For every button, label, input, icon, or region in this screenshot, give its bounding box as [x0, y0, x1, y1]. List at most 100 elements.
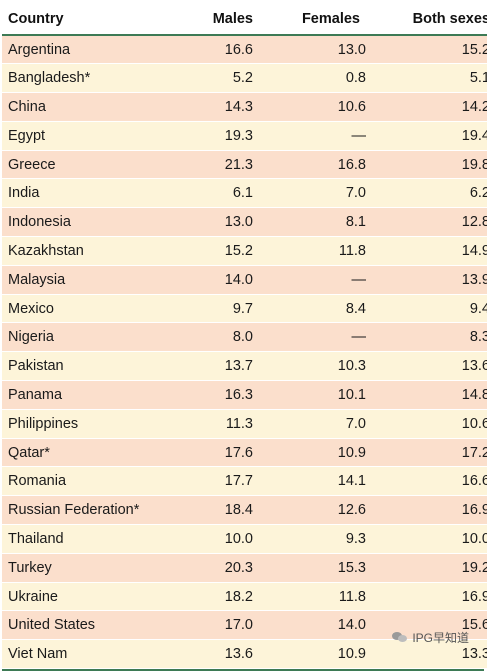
cell-males: 17.7 [158, 466, 259, 497]
header-row: Country Males Females Both sexes [2, 4, 487, 36]
cell-males: 16.6 [158, 35, 259, 65]
data-table-container: Country Males Females Both sexes Argenti… [2, 4, 487, 671]
cell-country: Indonesia [2, 207, 158, 238]
cell-country: Malaysia [2, 265, 158, 295]
cell-both-sexes: 14.8 [372, 380, 487, 410]
cell-females: 8.1 [259, 207, 372, 238]
table-row: Bangladesh* 5.2 0.8 5.1 [2, 63, 487, 94]
cell-males: 20.3 [158, 553, 259, 583]
cell-country: Egypt [2, 121, 158, 151]
table-row: Turkey 20.3 15.3 19.2 [2, 553, 487, 583]
cell-country: Pakistan [2, 351, 158, 382]
cell-females: 11.8 [259, 236, 372, 266]
cell-both-sexes: 15.6 [372, 610, 487, 641]
header-country: Country [2, 4, 158, 36]
table-row: Ukraine 18.2 11.8 16.9 [2, 582, 487, 612]
cell-females: 11.8 [259, 582, 372, 612]
cell-females: 10.3 [259, 351, 372, 382]
cell-females: 7.0 [259, 178, 372, 209]
cell-males: 16.3 [158, 380, 259, 410]
table-row: Viet Nam 13.6 10.9 13.3 [2, 639, 487, 670]
cell-both-sexes: 16.9 [372, 495, 487, 526]
cell-country: Kazakhstan [2, 236, 158, 266]
cell-country: Turkey [2, 553, 158, 583]
cell-females: 8.4 [259, 294, 372, 324]
cell-country: India [2, 178, 158, 209]
cell-country: Bangladesh* [2, 63, 158, 94]
cell-males: 10.0 [158, 524, 259, 554]
table-header: Country Males Females Both sexes [2, 4, 487, 36]
cell-females: 10.9 [259, 438, 372, 468]
cell-both-sexes: 6.2 [372, 178, 487, 209]
table-row: Romania 17.7 14.1 16.6 [2, 466, 487, 497]
cell-country: Argentina [2, 35, 158, 65]
cell-males: 5.2 [158, 63, 259, 94]
cell-country: Ukraine [2, 582, 158, 612]
cell-females: 12.6 [259, 495, 372, 526]
cell-females: 10.1 [259, 380, 372, 410]
cell-country: United States [2, 610, 158, 641]
table-row: Egypt 19.3—19.4 [2, 121, 487, 151]
cell-females: 9.3 [259, 524, 372, 554]
table-row: Philippines 11.3 7.0 10.6 [2, 409, 487, 439]
cell-country: Romania [2, 466, 158, 497]
cell-females: 10.6 [259, 92, 372, 122]
table-row: Argentina 16.6 13.0 15.2 [2, 35, 487, 65]
cell-both-sexes: 13.3 [372, 639, 487, 670]
cell-both-sexes: 17.2 [372, 438, 487, 468]
table-row: Nigeria 8.0—8.3 [2, 322, 487, 353]
cell-females: 13.0 [259, 35, 372, 65]
cell-both-sexes: 16.9 [372, 582, 487, 612]
cell-females: 0.8 [259, 63, 372, 94]
table-row: Mexico 9.7 8.4 9.4 [2, 294, 487, 324]
table-row: India 6.1 7.0 6.2 [2, 178, 487, 209]
cell-females: — [259, 322, 372, 353]
header-females: Females [259, 4, 372, 36]
table-body: Argentina 16.6 13.0 15.2 Bangladesh* 5.2 0.8 5.… [2, 35, 487, 670]
cell-males: 19.3 [158, 121, 259, 151]
cell-country: Greece [2, 150, 158, 180]
wechat-icon [392, 631, 408, 644]
cell-males: 9.7 [158, 294, 259, 324]
cell-females: 7.0 [259, 409, 372, 439]
table-row: United States 17.0 14.0 15.6 [2, 610, 487, 641]
cell-both-sexes: 13.9 [372, 265, 487, 295]
data-table: Country Males Females Both sexes Argenti… [2, 4, 487, 670]
cell-country: Russian Federation* [2, 495, 158, 526]
cell-males: 17.0 [158, 610, 259, 641]
cell-males: 13.7 [158, 351, 259, 382]
cell-females: — [259, 121, 372, 151]
cell-country: Nigeria [2, 322, 158, 353]
header-both-sexes: Both sexes [372, 4, 487, 36]
cell-females: 16.8 [259, 150, 372, 180]
cell-both-sexes: 19.4 [372, 121, 487, 151]
cell-males: 15.2 [158, 236, 259, 266]
cell-both-sexes: 16.6 [372, 466, 487, 497]
cell-country: Qatar* [2, 438, 158, 468]
cell-males: 11.3 [158, 409, 259, 439]
cell-males: 13.0 [158, 207, 259, 238]
cell-females: 15.3 [259, 553, 372, 583]
cell-males: 13.6 [158, 639, 259, 670]
cell-both-sexes: 12.8 [372, 207, 487, 238]
cell-both-sexes: 10.0 [372, 524, 487, 554]
cell-both-sexes: 14.2 [372, 92, 487, 122]
cell-both-sexes: 15.2 [372, 35, 487, 65]
cell-both-sexes: 19.8 [372, 150, 487, 180]
cell-males: 14.0 [158, 265, 259, 295]
cell-country: Panama [2, 380, 158, 410]
cell-country: Mexico [2, 294, 158, 324]
watermark: IPG早知道 [392, 629, 469, 646]
cell-males: 17.6 [158, 438, 259, 468]
table-row: China 14.3 10.6 14.2 [2, 92, 487, 122]
cell-country: Thailand [2, 524, 158, 554]
cell-females: 10.9 [259, 639, 372, 670]
table-row: Pakistan 13.7 10.3 13.6 [2, 351, 487, 382]
watermark-text: IPG早知道 [412, 631, 469, 645]
cell-males: 14.3 [158, 92, 259, 122]
table-row: Greece 21.3 16.8 19.8 [2, 150, 487, 180]
cell-both-sexes: 9.4 [372, 294, 487, 324]
header-males: Males [158, 4, 259, 36]
cell-both-sexes: 8.3 [372, 322, 487, 353]
cell-country: Philippines [2, 409, 158, 439]
